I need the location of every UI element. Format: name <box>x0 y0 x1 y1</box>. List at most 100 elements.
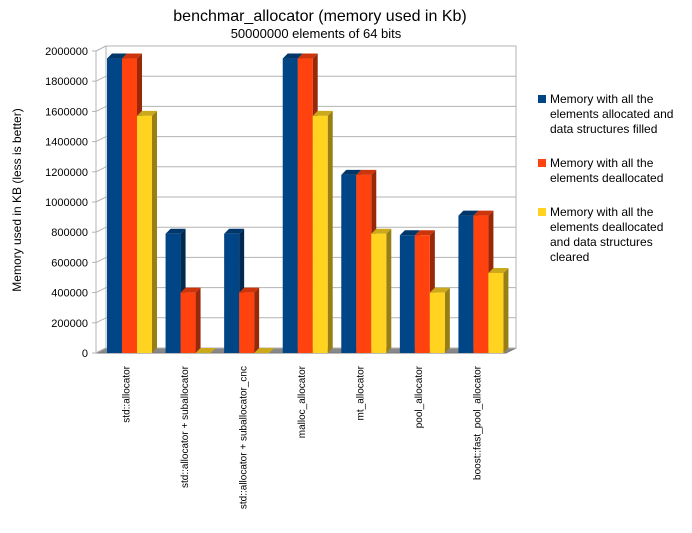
gridline-side <box>95 136 107 143</box>
bar-front <box>414 235 430 353</box>
legend-swatch <box>538 208 546 216</box>
x-tick-label: std::allocator <box>121 365 132 422</box>
gridline-side <box>95 166 107 173</box>
gridline-side <box>95 196 107 203</box>
bar-side <box>386 228 392 353</box>
bar <box>254 348 275 353</box>
y-tick-label: 1800000 <box>45 76 88 88</box>
bar <box>371 228 392 353</box>
bar-front <box>282 58 298 354</box>
bar-front <box>399 235 415 353</box>
bar-front <box>356 174 372 353</box>
bar <box>137 110 157 354</box>
y-tick-label: 0 <box>82 348 88 360</box>
bar <box>429 287 450 353</box>
y-tick-label: 1200000 <box>45 167 88 179</box>
bar-top <box>429 287 450 293</box>
y-tick-label: 400000 <box>51 288 88 300</box>
bar-top <box>341 169 362 175</box>
bar-front <box>458 215 474 353</box>
bar-side <box>195 287 201 353</box>
x-tick-label: mt_allocator <box>356 365 367 420</box>
bar-top <box>371 228 392 234</box>
chart-title: benchmar_allocator (memory used in Kb) <box>173 8 466 25</box>
bar <box>239 287 260 353</box>
y-tick-label: 1000000 <box>45 197 88 209</box>
y-tick-label: 2000000 <box>45 46 88 58</box>
legend-entry: Memory with all the elements deallocated a… <box>538 205 663 264</box>
gridline-side <box>95 45 107 52</box>
bar-top <box>356 169 377 175</box>
bar <box>312 110 333 354</box>
bar-front <box>312 115 328 354</box>
bar-top <box>312 110 333 116</box>
bar-top <box>414 230 435 236</box>
bar-top <box>399 230 420 236</box>
bar-top <box>282 53 303 59</box>
y-tick-label: 800000 <box>51 227 88 239</box>
legend-label: Memory with all the elements deallocated <box>550 156 663 185</box>
gridline-side <box>95 256 107 263</box>
bar-front <box>371 233 387 353</box>
gridline-side <box>95 287 107 294</box>
bar-top <box>165 228 186 234</box>
bar-top <box>473 210 494 216</box>
bar-top <box>137 110 157 116</box>
bar-side <box>444 287 450 353</box>
x-tick-label: malloc_allocator <box>297 365 308 438</box>
legend-swatch <box>538 95 546 103</box>
x-tick-label: pool_allocator <box>414 365 425 428</box>
bar-front <box>137 115 152 354</box>
bar-top <box>488 267 509 273</box>
bar-front <box>429 292 445 353</box>
bar-side <box>327 110 333 354</box>
gridline-side <box>95 105 107 112</box>
legend-swatch <box>538 159 546 167</box>
bar-front <box>239 292 255 353</box>
y-axis-label: Memory used in KB (less is better) <box>10 108 24 291</box>
bar-front <box>473 215 489 353</box>
bar-top <box>458 210 479 216</box>
gridline-side <box>95 75 107 82</box>
legend-label: Memory with all the elements deallocated a… <box>550 205 663 264</box>
bars <box>107 53 509 354</box>
x-tick-labels: std::allocator std::allocator + suballoca… <box>121 365 483 509</box>
bar-side <box>254 287 260 353</box>
bar-top <box>180 287 201 293</box>
x-tick-label: boost::fast_pool_allocator <box>473 365 484 480</box>
gridline-side <box>95 226 107 233</box>
bar-top <box>254 348 275 353</box>
y-tick-label: 1400000 <box>45 137 88 149</box>
bar-top <box>195 348 216 353</box>
bar-front <box>488 272 504 353</box>
x-tick-label: std::allocator + suballocator_cnc <box>238 366 249 509</box>
bar-front <box>224 233 240 353</box>
bar-front <box>180 292 196 353</box>
y-tick-label: 600000 <box>51 257 88 269</box>
bar-top <box>239 287 260 293</box>
bar-side <box>503 267 509 353</box>
gridline-side <box>95 347 107 354</box>
gridline-side <box>95 317 107 324</box>
y-tick-label: 1600000 <box>45 106 88 118</box>
bar-front <box>165 233 181 353</box>
y-tick-label: 200000 <box>51 318 88 330</box>
legend-label: Memory with all the elements allocated an… <box>550 92 673 136</box>
chart-subtitle: 50000000 elements of 64 bits <box>231 26 402 41</box>
bar-top <box>224 228 245 234</box>
bar-front <box>107 58 122 354</box>
bar-top <box>122 53 142 59</box>
y-tick-labels: 0 200000 400000 600000 800000 1000000 1200000 1… <box>45 46 88 360</box>
legend: Memory with all the elements allocated an… <box>538 92 673 264</box>
bar-top <box>107 53 127 59</box>
bar <box>488 267 509 353</box>
legend-entry: Memory with all the elements allocated an… <box>538 92 673 136</box>
bar <box>195 348 216 353</box>
x-tick-label: std::allocator + suballocator <box>180 365 191 488</box>
bar-front <box>297 58 313 354</box>
bar-top <box>297 53 318 59</box>
bar-side <box>152 110 157 354</box>
legend-entry: Memory with all the elements deallocated <box>538 156 663 185</box>
bar-front <box>341 174 357 353</box>
